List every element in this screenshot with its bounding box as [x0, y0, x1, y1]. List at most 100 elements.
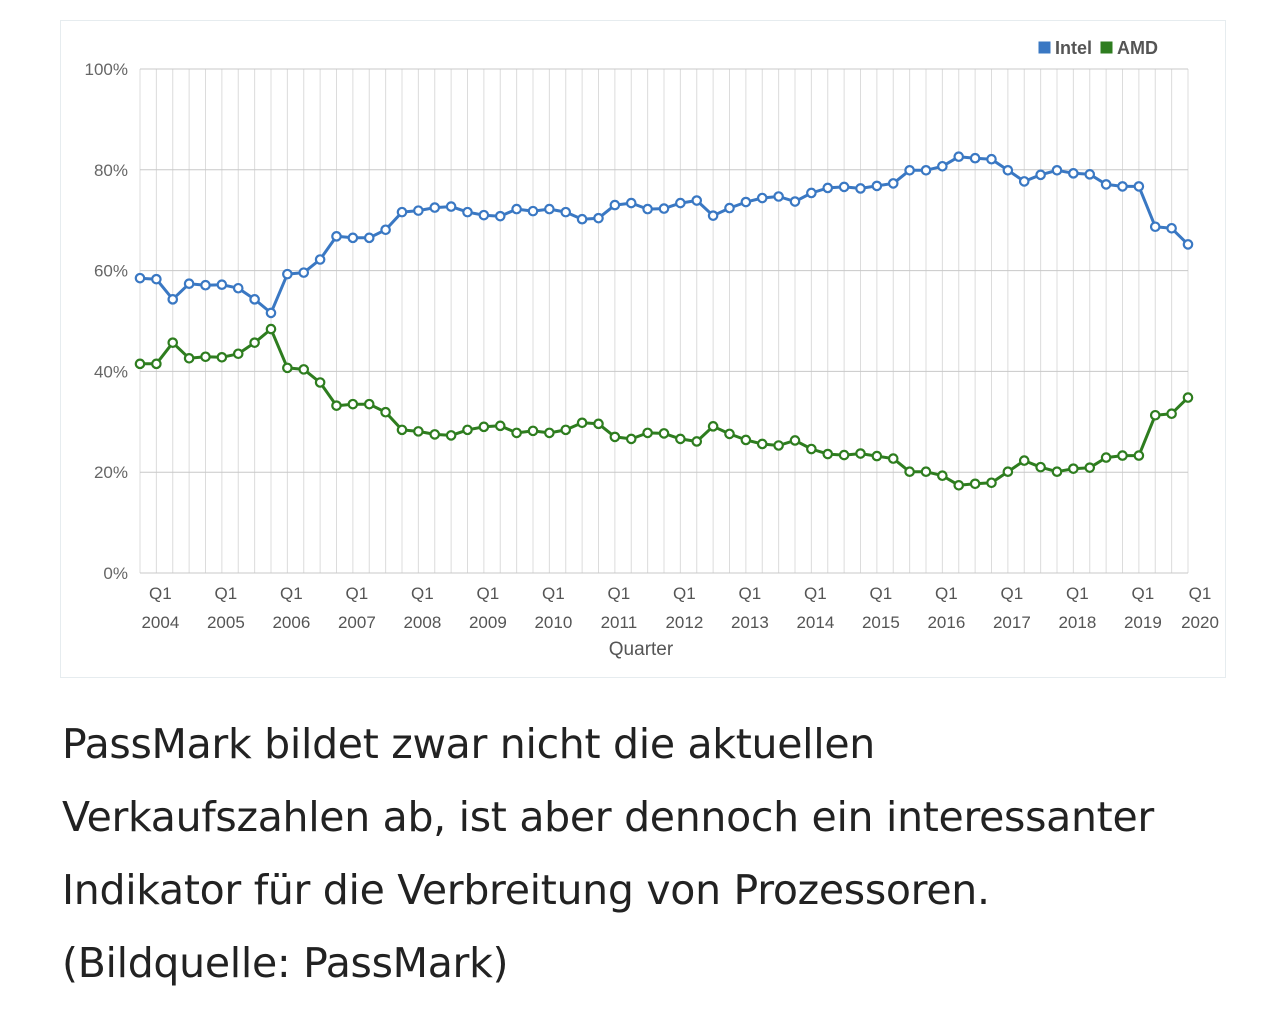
data-point-intel: [1133, 181, 1145, 192]
x-tick-year-label: 2009: [469, 613, 507, 632]
chart-canvas: 0% 20% 40% 60% 80% 100% Q1 2004 Q1 2005 Q1 2006 Q1 20…: [85, 38, 1219, 660]
data-point-intel: [773, 191, 784, 202]
data-point-intel: [724, 202, 735, 214]
x-tick-quarter-label: Q1: [542, 584, 565, 603]
data-point-amd: [200, 351, 211, 363]
data-point-amd: [969, 478, 981, 490]
y-tick-label: 20%: [94, 463, 128, 482]
data-point-intel: [183, 278, 195, 290]
data-point-amd: [789, 435, 801, 446]
data-point-amd: [576, 417, 588, 429]
legend-swatch-intel: [1037, 40, 1052, 55]
x-tick-quarter-label: Q1: [739, 584, 762, 603]
data-point-intel: [413, 205, 424, 216]
data-point-intel: [969, 152, 981, 164]
x-tick-quarter-label: Q1: [804, 584, 827, 603]
data-point-intel: [855, 183, 866, 194]
x-tick-quarter-label: Q1: [280, 584, 303, 603]
data-point-amd: [396, 424, 408, 436]
x-tick-quarter-label: Q1: [1001, 584, 1024, 603]
data-point-intel: [494, 210, 506, 222]
data-point-intel: [756, 192, 768, 204]
data-point-amd: [625, 433, 637, 445]
data-point-amd: [249, 337, 260, 348]
data-point-amd: [429, 429, 441, 440]
legend-label-amd: AMD: [1117, 38, 1158, 58]
x-tick-year-label: 2005: [207, 613, 245, 632]
legend-swatch-amd: [1099, 40, 1114, 55]
x-tick-quarter-label: Q1: [870, 584, 893, 603]
data-point-intel: [1117, 181, 1128, 192]
data-point-amd: [167, 337, 179, 348]
x-tick-year-label: 2011: [601, 613, 638, 632]
x-tick-quarter-label: Q1: [935, 584, 958, 603]
data-point-amd: [527, 425, 539, 437]
data-point-amd: [838, 449, 850, 461]
data-point-amd: [1182, 392, 1194, 403]
x-tick-quarter-label: Q1: [149, 584, 172, 603]
data-point-intel: [609, 199, 621, 211]
x-tick-year-label: 2013: [731, 613, 769, 632]
x-tick-quarter-label: Q1: [477, 584, 500, 603]
data-point-amd: [773, 440, 784, 451]
data-point-intel: [937, 160, 948, 172]
data-point-intel: [298, 267, 310, 278]
data-point-amd: [134, 358, 146, 370]
data-point-intel: [691, 195, 703, 206]
caption-line-1: PassMark bildet zwar nicht die aktuellen: [62, 720, 875, 768]
data-point-intel: [822, 182, 834, 194]
data-point-amd: [331, 400, 342, 411]
data-point-intel: [249, 294, 260, 305]
x-tick-year-label: 2017: [993, 613, 1031, 632]
caption-line-4: (Bildquelle: PassMark): [62, 939, 509, 987]
data-point-amd: [298, 364, 310, 375]
data-point-amd: [1068, 463, 1079, 474]
data-point-amd: [216, 351, 228, 363]
data-point-amd: [1117, 450, 1128, 461]
data-point-intel: [167, 294, 179, 305]
data-point-amd: [691, 436, 703, 447]
data-point-amd: [1133, 450, 1145, 461]
data-point-amd: [724, 428, 735, 440]
data-point-amd: [282, 362, 293, 374]
data-point-amd: [494, 420, 506, 432]
x-tick-year-label: 2015: [862, 613, 900, 632]
data-point-intel: [1149, 221, 1161, 233]
data-point-amd: [1002, 466, 1014, 477]
data-point-intel: [1035, 169, 1046, 181]
data-point-amd: [1166, 408, 1177, 420]
data-point-intel: [887, 178, 899, 189]
data-point-amd: [953, 480, 965, 491]
x-tick-year-label: 2016: [927, 613, 965, 632]
y-tick-label: 40%: [94, 362, 128, 381]
data-point-intel: [511, 203, 522, 215]
x-tick-quarter-label: Q1: [411, 584, 434, 603]
data-point-intel: [838, 181, 850, 193]
data-point-intel: [576, 213, 588, 225]
y-tick-label: 60%: [94, 262, 128, 281]
data-point-amd: [1084, 462, 1096, 473]
data-point-intel: [593, 212, 604, 224]
data-point-intel: [1018, 176, 1030, 187]
data-point-amd: [740, 434, 752, 446]
data-point-intel: [314, 254, 326, 265]
data-point-intel: [282, 268, 293, 280]
data-point-amd: [232, 348, 244, 360]
data-point-amd: [1149, 409, 1161, 421]
data-point-amd: [560, 424, 572, 436]
data-point-intel: [740, 196, 752, 208]
data-point-amd: [904, 466, 915, 477]
data-point-amd: [347, 398, 359, 410]
x-tick-year-label: 2004: [141, 613, 179, 632]
caption-line-2: Verkaufszahlen ab, ist aber dennoch ein …: [62, 793, 1154, 841]
x-tick-quarter-label: Q1: [1066, 584, 1089, 603]
y-tick-label: 100%: [85, 60, 128, 79]
data-point-intel: [527, 205, 539, 217]
data-point-amd: [1018, 455, 1030, 466]
data-point-amd: [658, 428, 670, 439]
x-tick-quarter-label: Q1: [673, 584, 696, 603]
data-point-amd: [593, 418, 604, 430]
x-axis-title: Quarter: [609, 639, 674, 660]
y-tick-label: 0%: [103, 564, 128, 583]
x-tick-year-label: 2007: [338, 613, 376, 632]
